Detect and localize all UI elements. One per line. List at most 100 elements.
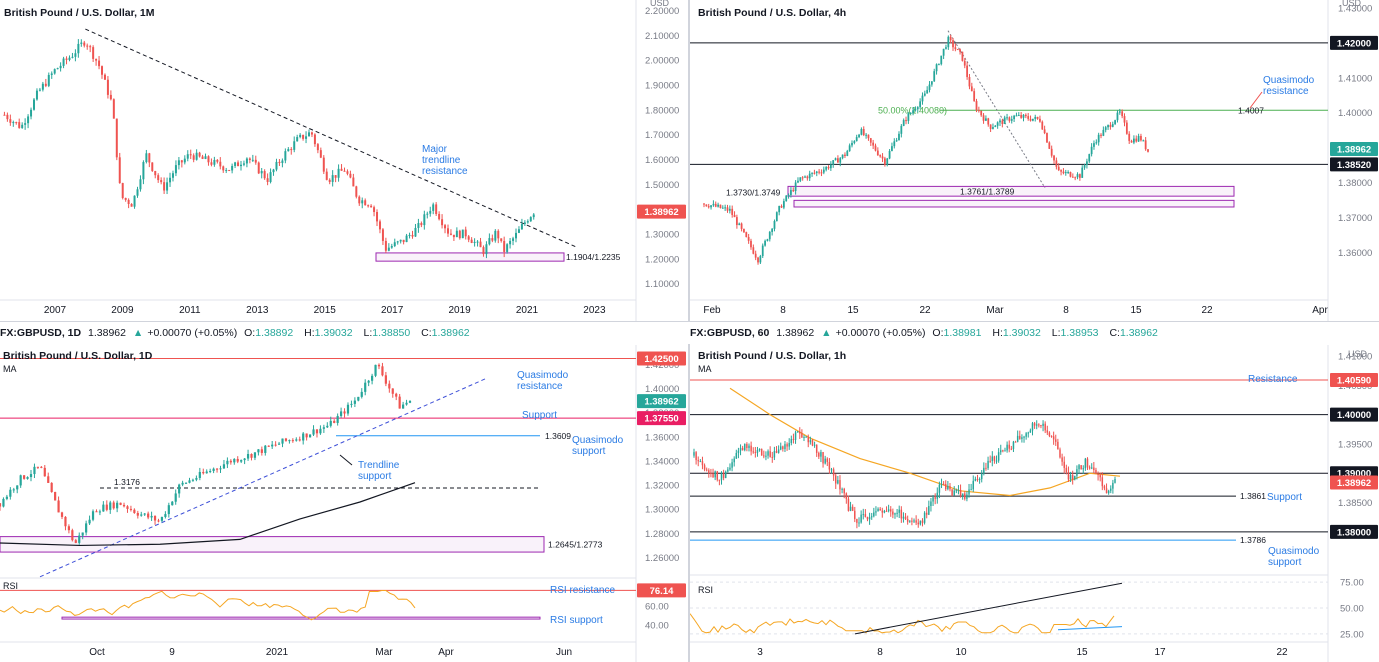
price-label-bg [1330,407,1378,422]
zone-label: 1.2645/1.2773 [548,539,603,549]
candle-body [875,511,877,513]
support-label: Support [1267,492,1302,503]
rsi-support-label: RSI support [550,615,603,626]
candle-body [953,490,955,496]
candle-body [316,144,319,151]
candle-body [458,230,461,239]
x-tick-label: 15 [1130,305,1142,316]
candle-body [1135,138,1138,142]
candle-body [746,444,748,449]
candle-body [841,488,843,490]
candle-body [1012,441,1015,449]
candle-body [956,49,959,51]
rsi-label: RSI [698,585,713,595]
candle-body [281,438,284,444]
candle-body [260,449,263,453]
candle-body [851,142,853,146]
candle-body [310,132,313,135]
candle-body [429,210,432,214]
candle-body [1086,458,1089,468]
candle-body [426,213,429,215]
arrow-icon [339,454,353,466]
candle-body [243,458,246,461]
candle-body [1057,441,1059,450]
candle-body [771,228,774,232]
candle-body [322,427,325,429]
candle-body [105,504,108,510]
candle-body [1125,122,1128,134]
candle-body [785,195,788,202]
resistance-label: Resistance [1248,374,1298,385]
candle-body [717,204,719,207]
chart-panel-4h[interactable]: 1.360001.370001.380001.390001.400001.410… [690,0,1379,323]
candle-body [500,238,503,241]
candle-body [891,146,893,152]
candle-body [133,509,136,513]
x-tick-label: 8 [1063,305,1069,316]
candle-body [970,86,973,92]
candle-body [308,434,312,438]
candle-body [720,473,723,480]
candle-body [1006,117,1008,119]
candle-body [112,99,115,119]
candle-body [523,222,526,225]
chart-panel-monthly[interactable]: 1.100001.200001.300001.400001.500001.600… [0,0,688,323]
candle-body [957,489,960,491]
candle-body [807,436,809,443]
candle-body [355,186,358,197]
candle-body [207,156,210,163]
candle-body [1095,142,1098,144]
candle-body [1109,125,1112,127]
candle-body [1057,166,1060,171]
candle-body [757,257,759,263]
candle-body [921,520,924,523]
candle-body [858,522,860,524]
chart-panel-hourly[interactable]: 1.385001.395001.405001.41000USD381015172… [690,345,1379,662]
candle-body [151,162,154,172]
candle-body [287,149,290,152]
candle-body [1090,146,1093,155]
chart-panel-daily[interactable]: 1.26000 1.28000 1.30000 1.32000 1.34000 1.360… [0,345,688,662]
price-label: 1.40590 [1337,375,1371,386]
candle-body [818,171,821,173]
candle-body [1084,458,1087,469]
candle-body [59,65,62,69]
candle-body [80,42,83,44]
candle-body [325,171,328,180]
candle-body [488,238,491,245]
candle-body [985,118,987,121]
chart-canvas-4h[interactable]: 1.360001.370001.380001.390001.400001.410… [690,0,1379,323]
price-label: 1.39000 [1337,469,1371,480]
candle-body [260,171,263,174]
candle-body [1062,171,1065,174]
chart-canvas-daily[interactable]: 1.26000 1.28000 1.30000 1.32000 1.34000 1.360… [0,345,688,662]
candle-body [826,458,829,462]
candle-body [5,496,8,499]
candle-body [961,51,964,61]
candle-body [479,241,482,248]
candle-body [907,113,910,121]
chart-canvas-monthly[interactable]: 1.100001.200001.300001.400001.500001.600… [0,0,688,323]
candle-body [455,230,458,238]
candle-body [229,460,232,463]
candle-body [370,205,373,208]
candle-body [980,110,983,116]
currency-label: USD [650,0,670,8]
candle-body [1015,115,1018,117]
chart-canvas-hourly[interactable]: 1.385001.395001.405001.41000USD381015172… [690,345,1379,662]
x-tick-label: Feb [703,305,721,316]
candle-body [215,468,219,470]
candle-body [267,445,270,447]
candle-body [1137,135,1140,142]
candle-body [1023,436,1025,438]
candle-body [752,451,754,453]
candle-body [799,431,801,434]
candle-body [482,247,485,255]
candle-body [750,445,752,452]
candle-body [881,510,884,513]
candle-body [33,466,36,475]
candle-body [1027,432,1030,434]
candle-body [1008,117,1011,121]
candle-body [464,229,467,237]
candle-body [815,444,818,453]
